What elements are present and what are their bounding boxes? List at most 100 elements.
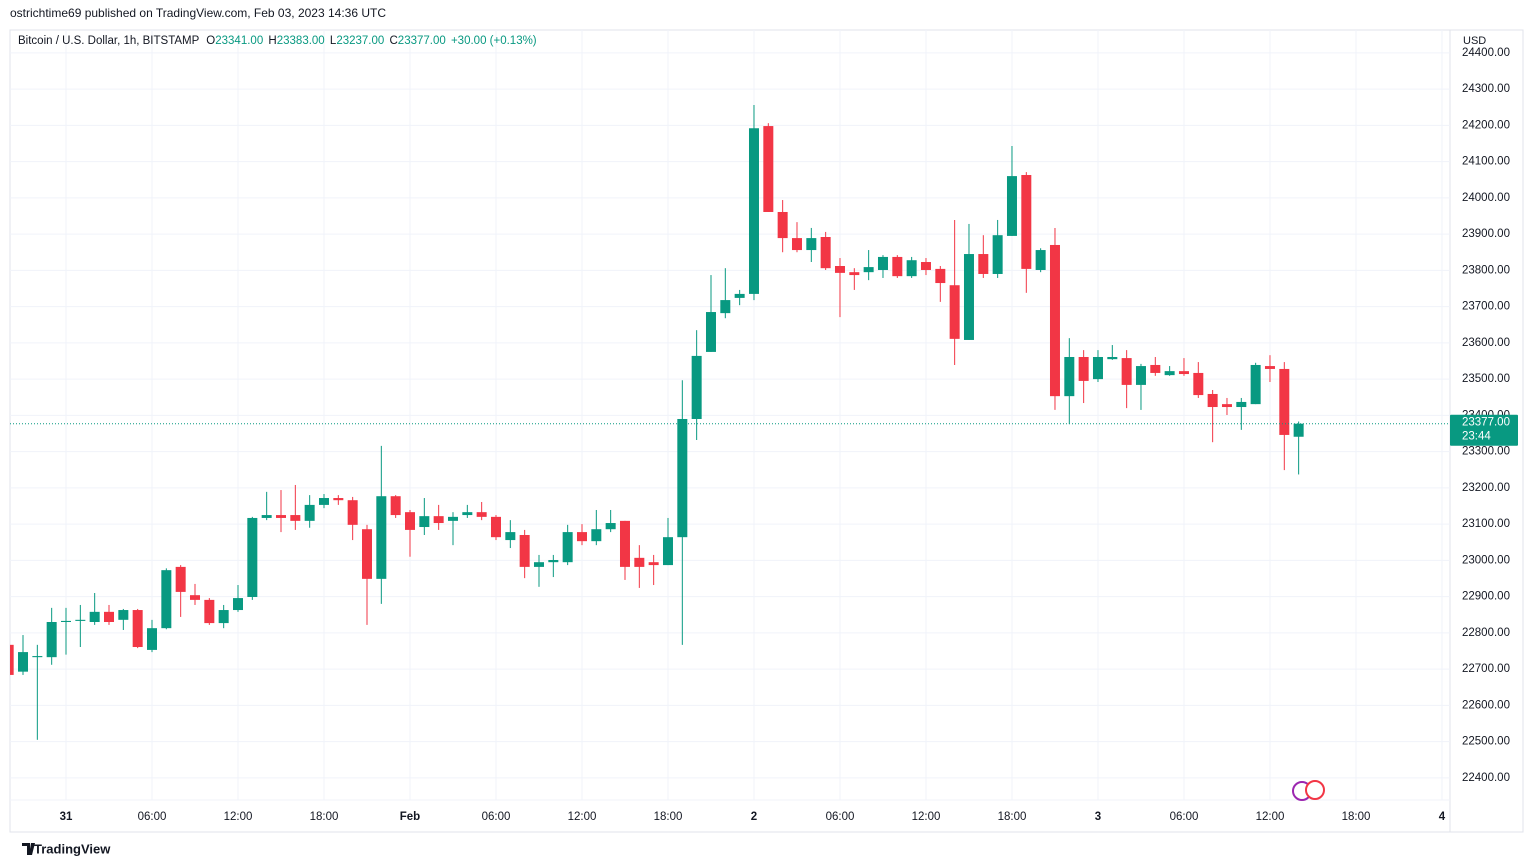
candle-body [634, 557, 645, 567]
candle-body [591, 529, 602, 542]
candle-body [46, 622, 57, 658]
x-tick-label: 12:00 [568, 811, 597, 823]
candle-body [261, 515, 272, 518]
candle-body [863, 267, 874, 273]
countdown: 23:44 [1462, 431, 1491, 443]
candle-body [605, 523, 616, 530]
x-tick-label: 4 [1439, 811, 1446, 823]
x-tick-label: 12:00 [1256, 811, 1285, 823]
candle-body [533, 562, 544, 567]
candle-body [1064, 356, 1075, 397]
candle-body [906, 260, 917, 277]
candle-body [992, 235, 1003, 274]
y-tick-label: 24400.00 [1462, 47, 1510, 59]
candle-body [476, 512, 487, 517]
candle-body [1121, 358, 1132, 385]
candle-body [892, 256, 903, 277]
ohlc-key: H [268, 35, 276, 47]
candle-body [118, 610, 129, 620]
candle-body [376, 496, 387, 579]
x-tick-label: 06:00 [1170, 811, 1199, 823]
publish-header: ostrichtime69 published on TradingView.c… [10, 6, 386, 20]
legend: Bitcoin / U.S. Dollar, 1h, BITSTAMP O 233… [18, 35, 537, 47]
candle-body [490, 516, 501, 538]
candle-body [347, 500, 358, 525]
axes: 22400.00 22500.00 22600.00 22700.00 22800.00… [60, 47, 1518, 823]
y-tick-label: 22700.00 [1462, 663, 1510, 675]
logo [22, 843, 35, 855]
candle-body [447, 516, 458, 521]
candle-body [920, 262, 931, 270]
ohlc-key: O [206, 35, 215, 47]
y-tick-label: 24000.00 [1462, 192, 1510, 204]
x-tick-label: 18:00 [654, 811, 683, 823]
y-tick-label: 23300.00 [1462, 446, 1510, 458]
candle-body [75, 619, 86, 621]
candle-body [1150, 364, 1161, 373]
currency: USD [1463, 35, 1486, 47]
candle-body [662, 537, 673, 566]
ohlc-value: 23237.00 [336, 35, 384, 47]
candle-body [834, 266, 845, 273]
candle-body [1293, 423, 1304, 437]
candle-body [161, 570, 172, 629]
candle-body [806, 238, 817, 251]
candle-body [978, 254, 989, 274]
candle-body [648, 562, 659, 566]
candle-body [204, 599, 215, 624]
ohlc-key: C [389, 35, 397, 47]
y-tick-label: 24200.00 [1462, 119, 1510, 131]
candle-body [147, 628, 157, 650]
y-tick-label: 22500.00 [1462, 736, 1510, 748]
candle-body [1178, 371, 1189, 375]
y-tick-label: 23600.00 [1462, 337, 1510, 349]
candle-body [89, 611, 100, 623]
candle-body [791, 238, 802, 251]
y-tick-label: 22600.00 [1462, 699, 1510, 711]
candle-body [1221, 404, 1232, 408]
candle-body [404, 512, 415, 530]
y-tick-label: 23500.00 [1462, 373, 1510, 385]
event-icon[interactable] [1305, 780, 1325, 800]
candle-body [132, 610, 143, 648]
candle-body [777, 211, 788, 239]
x-tick-label: 31 [60, 811, 73, 823]
candle-body [361, 529, 372, 579]
candle-body [419, 516, 430, 528]
candle-body [820, 237, 831, 269]
x-tick-label: 06:00 [138, 811, 167, 823]
candle-body [218, 610, 229, 624]
candle-body [1035, 250, 1046, 270]
candle-body [877, 256, 888, 270]
footer-brand: TradingView [34, 841, 111, 856]
candle-body [1207, 393, 1218, 408]
last-price-box [1450, 414, 1518, 446]
candle-body [963, 254, 974, 340]
symbol: Bitcoin / U.S. Dollar, 1h, BITSTAMP [18, 35, 200, 47]
x-tick-label: 2 [751, 811, 757, 823]
candle-body [505, 532, 516, 541]
last-price-label: 23377.00 [1462, 417, 1510, 429]
x-tick-label: 12:00 [224, 811, 253, 823]
plot-area [10, 105, 1450, 740]
candle-body [32, 656, 43, 658]
y-tick-label: 23000.00 [1462, 554, 1510, 566]
candle-body [935, 268, 946, 284]
candle-body [1078, 356, 1089, 381]
candle-body [548, 560, 559, 563]
candle-body [576, 532, 587, 542]
y-tick-label: 23200.00 [1462, 482, 1510, 494]
candle-body [175, 566, 186, 592]
candle-body [619, 520, 630, 567]
candle-body [691, 355, 702, 419]
ohlc-value: 23383.00 [277, 35, 325, 47]
candle-body [763, 126, 774, 212]
candle-body [849, 272, 860, 276]
candle-body [104, 611, 115, 623]
candle-body [519, 534, 530, 567]
x-tick-label: 18:00 [998, 811, 1027, 823]
y-tick-label: 22400.00 [1462, 772, 1510, 784]
candle-body [390, 496, 401, 516]
